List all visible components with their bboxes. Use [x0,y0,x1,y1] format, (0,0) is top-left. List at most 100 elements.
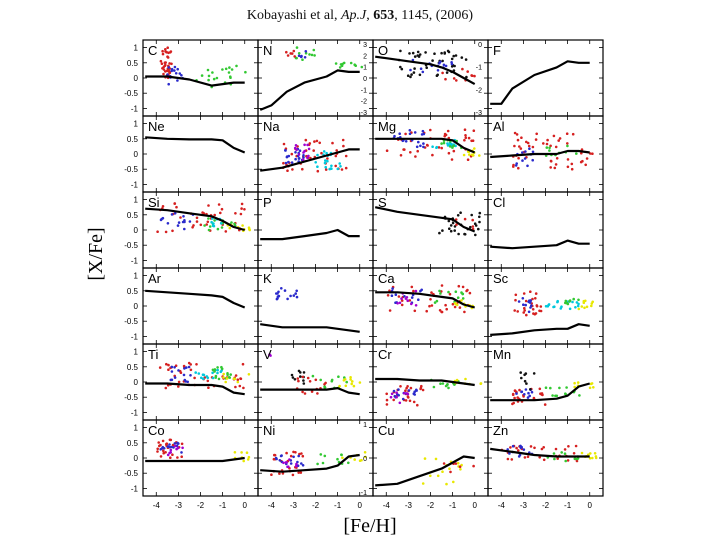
data-point [334,62,338,65]
data-point [429,128,432,132]
data-point [575,152,578,155]
data-point [478,211,482,215]
data-point [441,382,445,385]
data-point [539,309,543,313]
data-point [158,444,161,448]
data-point [176,224,180,227]
data-point [302,382,306,385]
data-point [207,217,210,220]
panel-al: Al [487,115,604,193]
element-label: Mn [493,347,511,362]
data-point [206,220,210,224]
data-point [555,157,559,160]
data-point [440,142,443,145]
data-point [360,65,364,69]
data-point [411,51,415,55]
data-point [285,155,289,159]
data-point [400,297,403,300]
data-point [173,202,177,205]
data-point [540,392,544,395]
data-point [585,157,589,160]
data-point [341,138,345,142]
x-tick-label: -2 [542,501,550,510]
data-point [169,378,173,382]
data-point [403,392,406,395]
model-curve [145,382,245,396]
data-point [342,144,345,148]
data-point [450,158,454,161]
data-point [166,453,170,457]
data-point [518,388,521,392]
data-point [394,293,398,297]
y-tick-label: 0.5 [127,211,139,220]
data-point [575,301,579,304]
data-point [164,230,168,234]
data-point [310,53,314,57]
data-point [533,312,537,316]
data-point [162,68,166,71]
data-point [399,154,403,157]
data-point [169,451,172,454]
data-point [408,299,412,302]
data-point [164,70,167,73]
data-point [247,455,251,459]
data-point [454,144,457,148]
data-point [167,66,170,69]
data-point [514,298,517,302]
data-point [406,392,410,396]
data-point [545,142,549,146]
data-point [574,444,578,448]
data-point [165,362,168,366]
data-point [301,158,305,161]
data-point [412,71,416,74]
data-point [166,222,170,225]
y-tick-label: -1 [131,256,139,265]
data-point [334,164,338,168]
data-point [453,302,457,305]
data-point [179,371,183,375]
data-point [230,68,234,71]
model-curve [145,207,245,232]
model-curve [260,453,360,473]
data-point [556,300,559,304]
panel-co: Co 1 0.5 0 -0.5 -1 -4 -3 -2 -1 0 [124,419,259,510]
data-point [531,158,534,162]
data-point [565,132,569,135]
data-point [460,56,464,59]
caption-rest: , 1145, (2006) [394,8,474,23]
panel-si: Si 1 0.5 0 -0.5 -1 [124,191,259,269]
data-point [448,145,452,148]
model-curve [260,387,360,396]
data-point [431,59,434,62]
data-point [297,454,301,458]
model-curve [145,456,245,463]
data-point [588,386,592,390]
model-curve [145,136,246,154]
data-point [456,296,460,300]
data-point [219,222,223,225]
data-point [352,384,356,388]
data-point [299,375,302,378]
data-point [159,218,163,222]
data-point [517,455,521,458]
data-point [506,448,510,451]
data-point [180,74,183,77]
data-point [464,377,467,381]
right-scale-label: 3 [363,42,367,49]
panel-frame [257,267,374,345]
data-point [385,403,389,406]
data-point [213,368,217,371]
data-point [528,147,531,150]
data-point [432,385,436,389]
data-point [314,378,318,382]
data-point [522,292,526,295]
data-point [438,309,442,312]
data-point [414,289,418,293]
data-point [287,465,290,469]
data-point [303,392,307,395]
data-point [291,168,294,171]
data-point [326,157,329,160]
data-point [572,297,575,301]
panel-p: P [257,191,374,269]
data-point [528,394,531,398]
